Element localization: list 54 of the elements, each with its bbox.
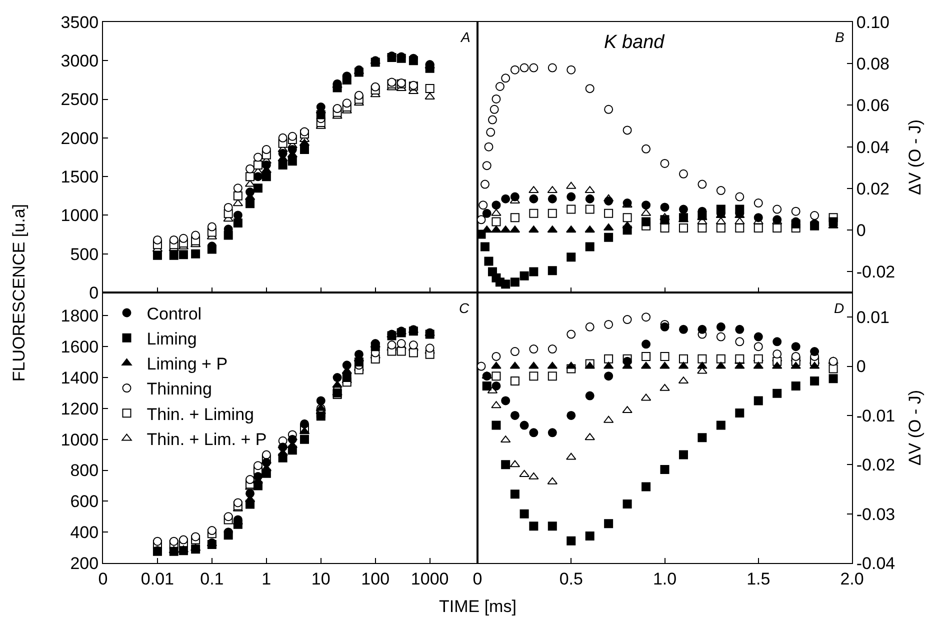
y2-tick-label: -0.02 xyxy=(856,456,896,475)
y2-tick-label: -0.02 xyxy=(856,262,896,282)
y2-tick-label: -0.01 xyxy=(856,406,896,426)
y2-tick-label: 0.01 xyxy=(856,308,890,328)
y2-tick-label: -0.03 xyxy=(856,504,896,524)
y-tick-label: 400 xyxy=(70,523,99,542)
y2-tick-label: 0.10 xyxy=(856,12,890,32)
legend-label: Thin. + Liming xyxy=(146,404,254,424)
y-tick-label: 800 xyxy=(70,461,99,480)
y-tick-label: 500 xyxy=(70,244,99,264)
x-tick-label: 0.1 xyxy=(200,569,224,588)
y-tick-label: 1000 xyxy=(60,430,99,450)
annotation: B xyxy=(835,29,844,45)
y-tick-label: 1500 xyxy=(60,168,99,187)
y-tick-label: 2500 xyxy=(60,90,99,110)
y-tick-label: 1800 xyxy=(60,306,99,326)
legend-label: Liming xyxy=(146,329,197,348)
y-tick-label: 1200 xyxy=(60,399,99,418)
y-tick-label: 2000 xyxy=(60,128,99,148)
y-tick-label: 3500 xyxy=(60,12,99,32)
y2-tick-label: 0.06 xyxy=(856,96,890,116)
annotation: A xyxy=(460,29,470,45)
x-tick-label: 10 xyxy=(311,569,330,588)
y-tick-label: 1400 xyxy=(60,368,99,388)
y2-tick-label: 0.02 xyxy=(856,179,890,198)
y2-axis-title: ΔV (O - J) xyxy=(906,390,925,466)
x-tick-label: 1.5 xyxy=(746,569,770,588)
y-tick-label: 600 xyxy=(70,492,99,512)
annotation: K band xyxy=(604,32,666,53)
legend-label: Thin. + Lim. + P xyxy=(146,430,267,449)
y2-tick-label: 0.04 xyxy=(856,138,890,157)
x-tick-label: 0 xyxy=(472,569,482,588)
legend-label: Liming + P xyxy=(146,354,228,374)
y-tick-label: 3000 xyxy=(60,52,99,71)
annotation: C xyxy=(459,300,470,316)
y-tick-label: 200 xyxy=(70,554,99,573)
x-tick-label: 1 xyxy=(262,569,272,588)
y-tick-label: 0 xyxy=(89,283,99,302)
x-tick-label: 100 xyxy=(361,569,390,588)
x-tick-label: 1000 xyxy=(410,569,449,588)
x-tick-label: 0.01 xyxy=(140,569,174,588)
x-tick-label: 0.5 xyxy=(559,569,583,588)
y-tick-label: 1000 xyxy=(60,206,99,226)
annotation: D xyxy=(834,300,844,316)
y-tick-label: 1600 xyxy=(60,338,99,357)
y-axis-title: FLUORESCENCE [u.a] xyxy=(10,204,29,382)
legend-label: Control xyxy=(146,304,202,324)
y2-tick-label: 0 xyxy=(856,357,866,376)
y2-axis-title: ΔV (O - J) xyxy=(906,119,925,196)
x-axis-title: TIME [ms] xyxy=(439,597,516,616)
y2-tick-label: 0 xyxy=(856,221,866,240)
y2-tick-label: 0.08 xyxy=(856,54,890,74)
legend-label: Thinning xyxy=(146,380,212,399)
x-tick-label: 1.0 xyxy=(652,569,677,588)
